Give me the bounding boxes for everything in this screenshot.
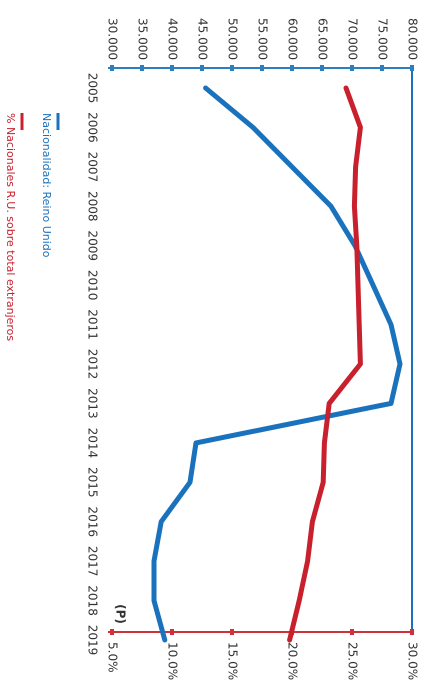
right-axis-tick-mark <box>230 629 234 635</box>
left-axis-tick-mark <box>230 65 234 71</box>
category-label: 2007 <box>86 152 100 183</box>
left-axis-tick-label: 30.000 <box>106 18 120 60</box>
left-axis-tick-label: 40.000 <box>166 18 180 60</box>
category-note: (P) <box>114 604 128 624</box>
left-axis-tick-mark <box>260 65 264 71</box>
category-label: 2009 <box>86 230 100 261</box>
left-axis-tick-label: 35.000 <box>136 18 150 60</box>
right-axis-tick-label: 5.0% <box>106 642 120 673</box>
left-axis-tick-mark <box>380 65 384 71</box>
left-axis-tick-label: 80.000 <box>406 18 420 60</box>
right-axis-tick-mark <box>410 629 414 635</box>
left-axis-tick-mark <box>140 65 144 71</box>
series-line-porcentaje <box>287 85 363 643</box>
category-label: 2008 <box>86 191 100 222</box>
legend-label: Nacionalidad: Reino Unido <box>40 113 53 258</box>
category-label: 2015 <box>86 467 100 498</box>
right-axis-tick-mark <box>170 629 174 635</box>
left-axis-tick-mark <box>290 65 294 71</box>
left-axis-tick-label: 55.000 <box>256 18 270 60</box>
right-axis-tick-label: 15.0% <box>226 642 240 680</box>
category-label: 2014 <box>86 428 100 459</box>
category-label: 2010 <box>86 270 100 301</box>
left-axis-tick-mark <box>410 65 414 71</box>
left-axis-tick-label: 75.000 <box>376 18 390 60</box>
category-label: 2019 <box>86 625 100 656</box>
left-axis-tick-label: 45.000 <box>196 18 210 60</box>
right-axis-tick-label: 20.0% <box>286 642 300 680</box>
category-label: 2012 <box>86 349 100 380</box>
left-axis-tick-label: 70.000 <box>346 18 360 60</box>
legend-label: % Nacionales R.U. sobre total extranjero… <box>4 113 17 341</box>
category-label: 2017 <box>86 546 100 577</box>
left-axis-tick-label: 50.000 <box>226 18 240 60</box>
left-axis-tick-mark <box>200 65 204 71</box>
category-label: 2016 <box>86 506 100 537</box>
left-axis-tick-mark <box>170 65 174 71</box>
left-axis-tick-mark <box>110 65 114 71</box>
left-axis-tick-mark <box>320 65 324 71</box>
left-axis-tick-mark <box>350 65 354 71</box>
right-axis-tick-label: 10.0% <box>166 642 180 680</box>
right-axis-tick-mark <box>110 629 114 635</box>
right-axis-tick-mark <box>350 629 354 635</box>
left-axis-tick-label: 60.000 <box>286 18 300 60</box>
series-line-reino-unido <box>151 85 403 643</box>
category-label: 2013 <box>86 388 100 419</box>
left-axis-tick-label: 65.000 <box>316 18 330 60</box>
category-label: 2006 <box>86 112 100 143</box>
right-axis-tick-label: 30.0% <box>406 642 420 680</box>
right-axis-tick-label: 25.0% <box>346 642 360 680</box>
category-label: 2011 <box>86 309 100 340</box>
plot-area: 30.000 35.000 40.000 45.000 50.000 55.000 60.0… <box>4 18 420 680</box>
category-label: 2018 <box>86 585 100 616</box>
category-label: 2005 <box>86 73 100 104</box>
